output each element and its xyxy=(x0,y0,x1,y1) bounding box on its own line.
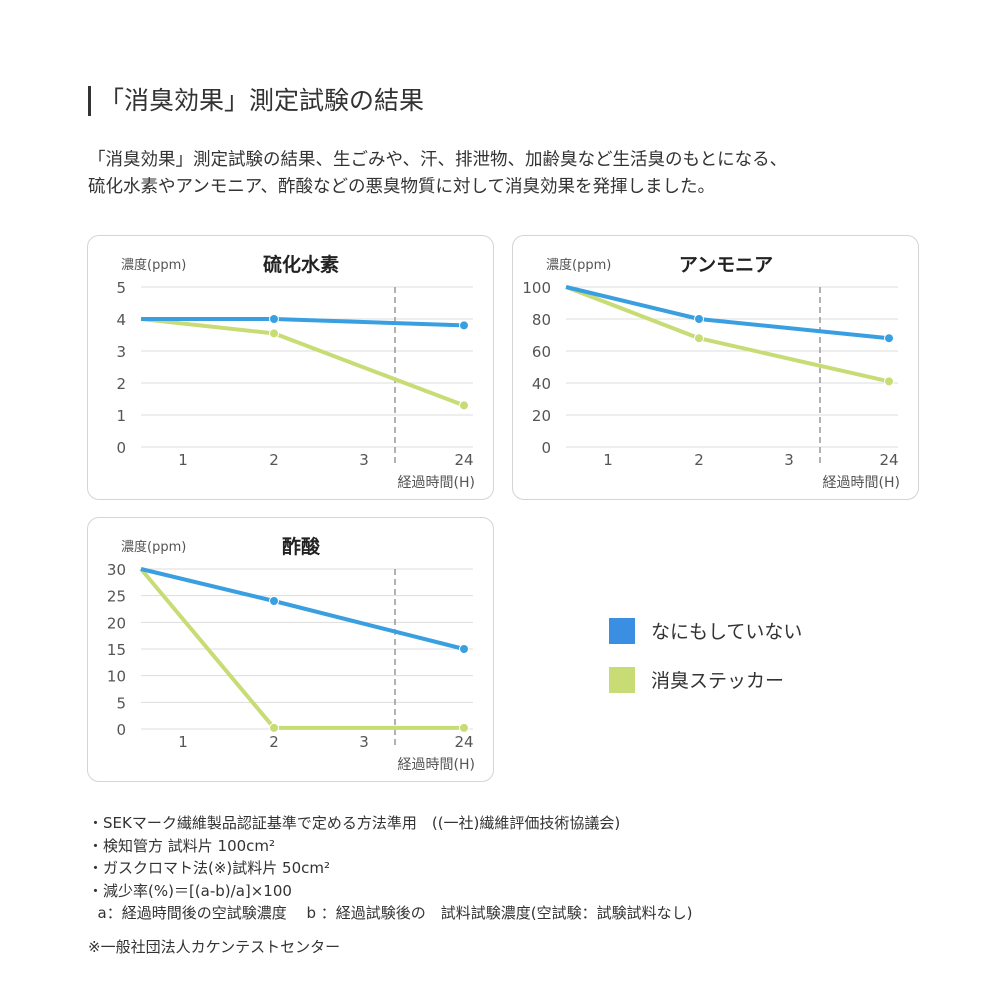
y-tick-label: 0 xyxy=(541,439,551,457)
y-tick-label: 40 xyxy=(532,375,551,393)
y-tick-label: 25 xyxy=(107,588,126,606)
description-line: 硫化水素やアンモニア、酢酸などの悪臭物質に対して消臭効果を発揮しました。 xyxy=(88,177,716,197)
note-line: ・減少率(%)＝[(a-b)/a]×100 xyxy=(88,881,292,900)
notes: ・SEKマーク繊維製品認証基準で定める方法準用 ((一社)繊維評価技術協議会) … xyxy=(88,812,693,925)
legend-swatch-green xyxy=(609,666,635,693)
data-point-sticker xyxy=(269,328,279,339)
data-point-sticker xyxy=(884,376,894,387)
data-point-none xyxy=(459,644,469,654)
chart-acetic-acid: 濃度(ppm) 酢酸 0 5 10 15 20 25 30 1 2 3 24 経過時間(H) xyxy=(87,517,494,782)
chart-ammonia: 濃度(ppm) アンモニア 0 20 40 60 80 100 1 2 3 24 経過時間(H) xyxy=(512,235,919,500)
x-axis-label: 経過時間(H) xyxy=(398,757,475,773)
data-point-none xyxy=(269,596,279,606)
x-tick-label: 1 xyxy=(603,451,613,469)
x-tick-label: 1 xyxy=(178,451,188,469)
data-point-none xyxy=(694,314,704,324)
y-tick-label: 0 xyxy=(116,721,126,739)
chart-hydrogen-sulfide: 濃度(ppm) 硫化水素 0 1 2 3 4 5 1 2 3 24 経過時間(H) xyxy=(87,235,494,500)
x-tick-label: 3 xyxy=(784,451,794,469)
y-tick-label: 4 xyxy=(116,311,126,329)
x-axis-label: 経過時間(H) xyxy=(398,475,475,491)
x-tick-label: 3 xyxy=(359,733,369,751)
chart-svg: 濃度(ppm) 酢酸 0 5 10 15 20 25 30 1 2 3 24 経過時間(H) xyxy=(107,535,475,773)
chart-svg: 濃度(ppm) 硫化水素 0 1 2 3 4 5 1 2 3 24 経過時間(H) xyxy=(116,253,475,491)
series-line-none xyxy=(565,285,890,341)
y-tick-label: 2 xyxy=(116,375,126,393)
series-line-sticker xyxy=(139,567,464,730)
y-tick-label: 80 xyxy=(532,311,551,329)
y-tick-label: 15 xyxy=(107,641,126,659)
source-note: ※一般社団法人カケンテストセンター xyxy=(88,938,341,956)
y-tick-label: 3 xyxy=(116,343,126,361)
chart-title: アンモニア xyxy=(679,254,773,276)
x-tick-label: 24 xyxy=(454,451,473,469)
y-tick-label: 100 xyxy=(522,279,551,297)
y-axis-label: 濃度(ppm) xyxy=(546,257,611,273)
description-line: 「消臭効果」測定試験の結果、生ごみや、汗、排泄物、加齢臭など生活臭のもとになる、 xyxy=(88,150,788,170)
y-tick-label: 5 xyxy=(116,279,126,297)
y-tick-label: 30 xyxy=(107,561,126,579)
x-tick-label: 1 xyxy=(178,733,188,751)
note-line: ・SEKマーク繊維製品認証基準で定める方法準用 ((一社)繊維評価技術協議会) xyxy=(88,814,621,832)
note-line: ・ガスクロマト法(※)試料片 50cm² xyxy=(88,859,331,877)
chart-svg: 濃度(ppm) アンモニア 0 20 40 60 80 100 1 2 3 24 経過時間(H) xyxy=(522,254,900,491)
legend-label: なにもしていない xyxy=(651,621,803,643)
legend-label: 消臭ステッカー xyxy=(651,670,785,692)
x-tick-label: 2 xyxy=(694,451,704,469)
x-axis-label: 経過時間(H) xyxy=(823,475,900,491)
data-point-sticker xyxy=(269,722,279,733)
series-line-sticker xyxy=(140,317,465,408)
y-tick-label: 20 xyxy=(107,614,126,632)
data-point-none xyxy=(884,333,894,344)
note-line: a：経過時間後の空試験濃度 b ：経過試験後の 試料試験濃度(空試験：試験試料な… xyxy=(88,904,693,922)
data-point-sticker xyxy=(459,722,469,733)
y-tick-label: 20 xyxy=(532,407,551,425)
data-point-sticker xyxy=(459,400,469,411)
y-axis-label: 濃度(ppm) xyxy=(121,257,186,273)
x-tick-label: 2 xyxy=(269,733,279,751)
data-point-sticker xyxy=(694,333,704,344)
note-line: ・検知管方 試料片 100cm² xyxy=(88,836,276,855)
legend-swatch-blue xyxy=(609,617,635,644)
x-tick-label: 24 xyxy=(454,733,473,751)
series-line-none xyxy=(140,567,465,651)
y-axis-label: 濃度(ppm) xyxy=(121,539,186,555)
y-tick-label: 10 xyxy=(107,668,126,686)
legend-item-sticker: 消臭ステッカー xyxy=(609,666,784,693)
chart-title: 硫化水素 xyxy=(263,253,339,276)
y-tick-label: 1 xyxy=(116,407,126,425)
x-tick-label: 3 xyxy=(359,451,369,469)
y-tick-label: 5 xyxy=(116,694,126,712)
chart-title: 酢酸 xyxy=(282,535,321,558)
data-point-none xyxy=(269,314,279,324)
description: 「消臭効果」測定試験の結果、生ごみや、汗、排泄物、加齢臭など生活臭のもとになる、… xyxy=(88,147,787,201)
data-point-none xyxy=(459,320,469,331)
y-tick-label: 60 xyxy=(532,343,551,361)
y-tick-label: 0 xyxy=(116,439,126,457)
x-tick-label: 2 xyxy=(269,451,279,469)
page-title: 「消臭効果」測定試験の結果 xyxy=(88,86,424,116)
legend-item-none: なにもしていない xyxy=(609,617,802,644)
x-tick-label: 24 xyxy=(879,451,898,469)
